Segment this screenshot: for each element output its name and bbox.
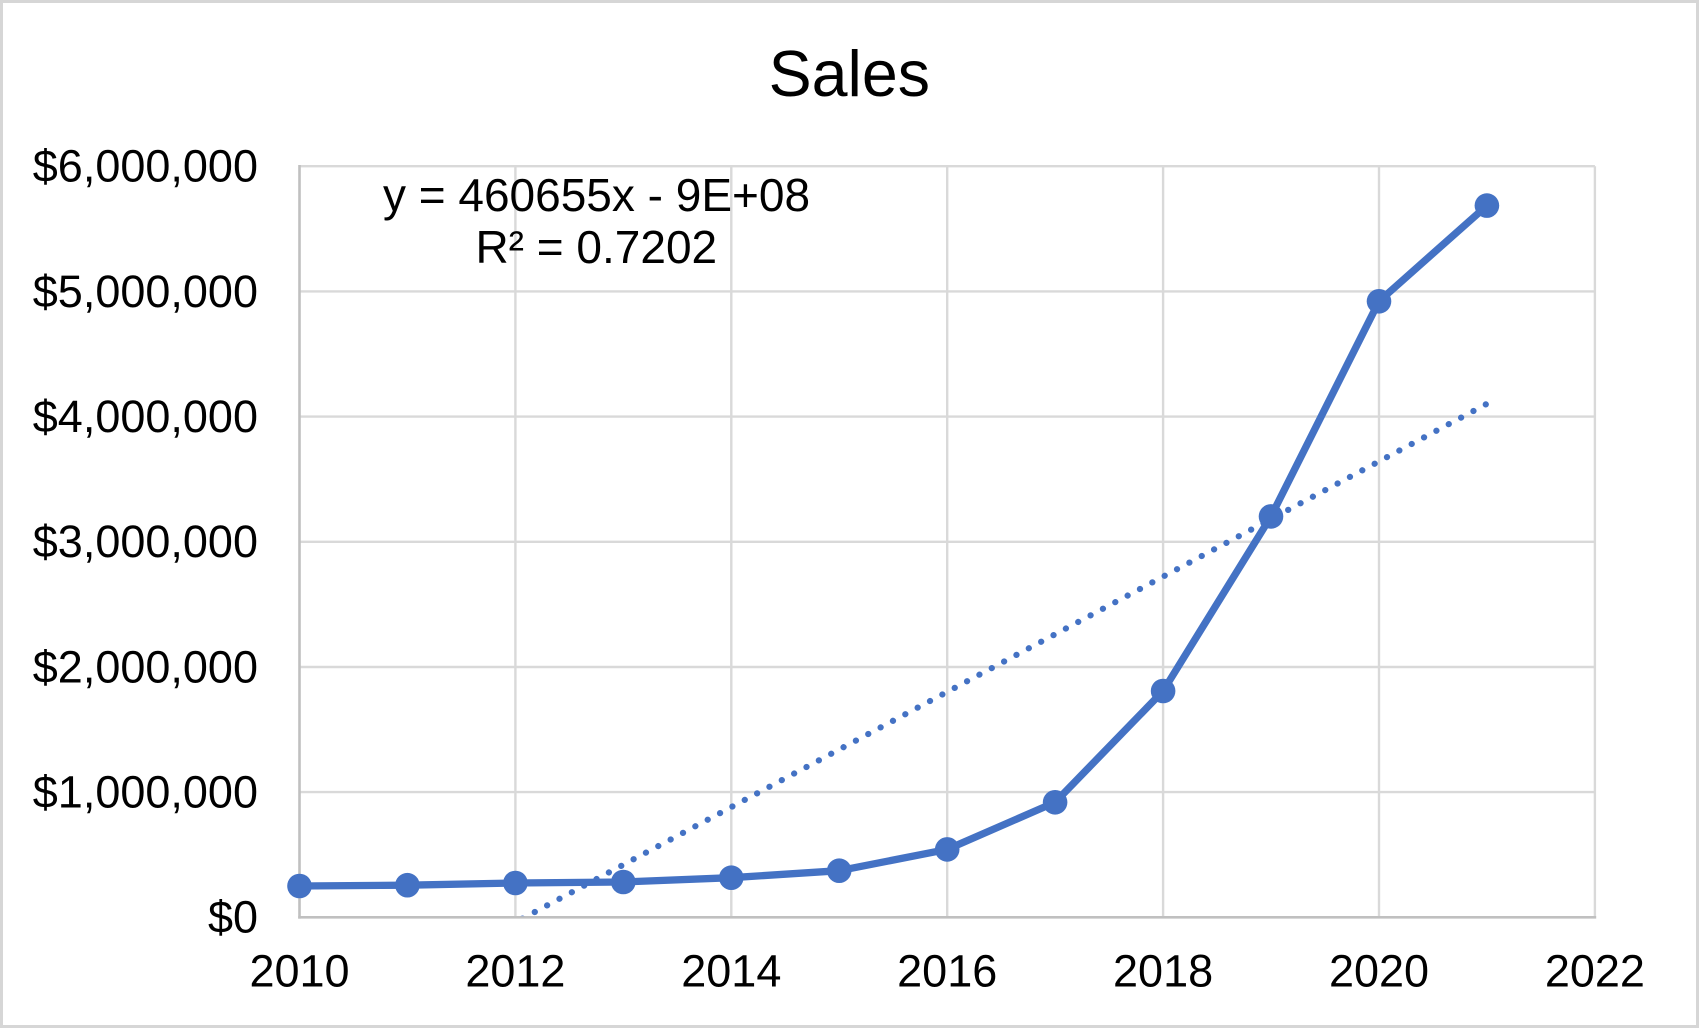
svg-text:2012: 2012: [465, 946, 565, 997]
svg-text:$4,000,000: $4,000,000: [33, 391, 258, 442]
svg-text:2010: 2010: [249, 946, 349, 997]
svg-text:$5,000,000: $5,000,000: [33, 266, 258, 317]
svg-text:2016: 2016: [897, 946, 997, 997]
svg-text:2014: 2014: [681, 946, 781, 997]
svg-text:$1,000,000: $1,000,000: [33, 767, 258, 818]
svg-text:$2,000,000: $2,000,000: [33, 641, 258, 692]
svg-text:R² = 0.7202: R² = 0.7202: [475, 221, 717, 273]
svg-text:2020: 2020: [1329, 946, 1429, 997]
svg-text:$6,000,000: $6,000,000: [33, 141, 258, 192]
svg-text:Sales: Sales: [769, 38, 930, 110]
svg-text:y = 460655x - 9E+08: y = 460655x - 9E+08: [383, 169, 810, 221]
svg-text:2022: 2022: [1545, 946, 1645, 997]
svg-text:2018: 2018: [1113, 946, 1213, 997]
svg-text:$3,000,000: $3,000,000: [33, 516, 258, 567]
svg-text:$0: $0: [208, 892, 258, 943]
